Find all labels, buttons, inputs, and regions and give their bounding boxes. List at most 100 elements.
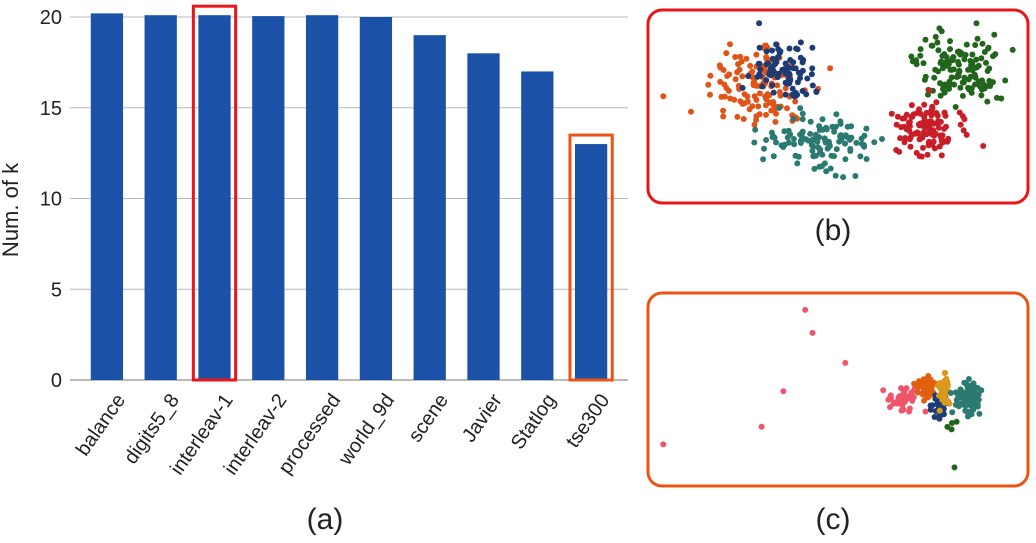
scatter-point [965, 76, 972, 83]
scatter-point [922, 408, 929, 415]
panel-label-b: (b) [815, 214, 852, 247]
scatter-point [906, 405, 913, 412]
scatter-point [833, 146, 840, 153]
scatter-point [774, 82, 781, 89]
scatter-point [953, 396, 960, 403]
scatter-point [946, 400, 953, 407]
bars [90, 13, 608, 381]
scatter-point [781, 128, 788, 135]
y-tick-label: 15 [40, 98, 62, 120]
scatter-point [957, 121, 964, 128]
scatter-point [895, 396, 902, 403]
scatter-point [717, 78, 724, 85]
scatter-point [749, 68, 756, 75]
x-tick-label: Javier [458, 390, 507, 447]
scatter-point [973, 20, 980, 27]
scatter-point [781, 141, 788, 148]
scatter-point [905, 119, 912, 126]
scatter-point [739, 73, 746, 80]
scatter-point [922, 36, 929, 43]
scatter-point [916, 153, 923, 160]
scatter-point [825, 138, 832, 145]
scatter-point [660, 93, 667, 100]
scatter-point [792, 152, 799, 159]
scatter-point [780, 388, 787, 395]
scatter-point [893, 147, 900, 153]
scatter-point [847, 148, 854, 154]
scatter-point [791, 93, 798, 100]
scatter-point [935, 118, 942, 125]
bar [305, 15, 339, 381]
scatter-point [951, 464, 958, 471]
scatter-point [908, 393, 915, 400]
scatter-point [903, 126, 910, 133]
scatter-point [724, 73, 731, 79]
scatter-point [758, 423, 765, 430]
scatter-point [762, 66, 768, 73]
scatter-point [974, 403, 981, 410]
scatter-point [863, 156, 870, 162]
scatter-point [974, 35, 981, 42]
scatter-point [747, 62, 754, 69]
scatter-point [965, 394, 972, 401]
scatter-point [928, 384, 935, 391]
scatter-point [753, 96, 760, 103]
scatter-point [773, 139, 779, 146]
panel-label-a: (a) [307, 503, 344, 536]
scatter-point [751, 121, 758, 128]
scatter-point [921, 384, 928, 391]
scatter-point [931, 74, 938, 81]
scatter-frame-b [646, 8, 1030, 205]
scatter-point [763, 61, 770, 68]
scatter-point [977, 83, 983, 90]
scatter-point [761, 145, 767, 152]
scatter-point [952, 389, 959, 396]
scatter-point [769, 134, 776, 141]
scatter-point [743, 55, 750, 62]
scatter-point [903, 111, 910, 118]
scatter-point [942, 369, 949, 376]
scatter-point [769, 55, 776, 62]
scatter-point [707, 72, 714, 79]
scatter-point [880, 387, 887, 394]
scatter-point [920, 144, 926, 151]
scatter-point [969, 60, 976, 67]
scatter-point [947, 38, 953, 45]
scatter-point [942, 391, 949, 397]
scatter-point [969, 51, 976, 58]
scatter-point [815, 144, 822, 151]
scatter-point [920, 129, 927, 136]
highlight-boxes [191, 4, 614, 382]
scatter-point [984, 68, 991, 74]
scatter-point [960, 401, 967, 408]
scatter-point [934, 39, 941, 46]
scatter-point [705, 81, 712, 88]
scatter-point [811, 165, 818, 172]
scatter-point [763, 96, 770, 103]
scatter-point [753, 116, 760, 123]
scatter-point [707, 91, 713, 98]
scatter-point [964, 399, 971, 406]
x-tick-label: balance [72, 390, 130, 460]
scatter-point [777, 92, 784, 99]
scatter-point [970, 406, 977, 413]
scatter-point [915, 389, 922, 396]
bar [252, 16, 285, 381]
scatter-point [962, 51, 969, 58]
scatter-point [787, 131, 794, 138]
scatter-point [775, 46, 782, 53]
scatter-points-b [660, 20, 1016, 181]
scatter-point [740, 116, 747, 122]
scatter-point [735, 61, 742, 68]
bar [521, 71, 554, 380]
scatter-point [976, 410, 983, 417]
scatter-point [763, 54, 770, 61]
scatter-point [803, 91, 810, 98]
scatter-point [887, 392, 894, 399]
highlight-box [568, 133, 614, 382]
scatter-point [756, 20, 763, 27]
bar-chart: 0 5 10 15 20 balancedigits5_8interleav-1inte… [0, 4, 628, 536]
scatter-point [799, 110, 806, 117]
scatter-point [794, 46, 801, 53]
scatter-frame-c [646, 291, 1030, 488]
